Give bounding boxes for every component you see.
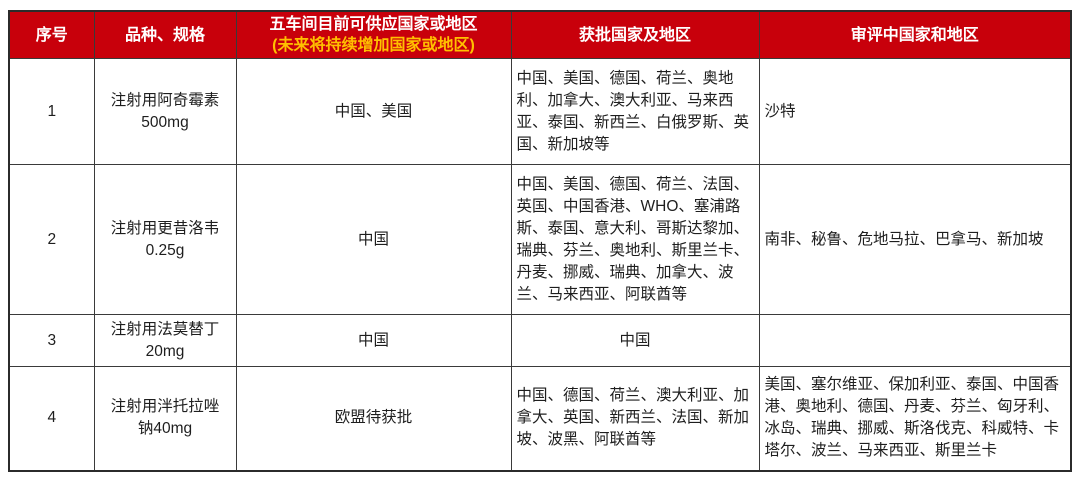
drug-approval-table: 序号 品种、规格 五车间目前可供应国家或地区 (未来将持续增加国家或地区) 获批… — [8, 10, 1072, 472]
product-name: 注射用阿奇霉素 — [110, 91, 220, 109]
table-row: 2 注射用更昔洛韦 0.25g 中国 中国、美国、德国、荷兰、法国、英国、中国香… — [8, 164, 1072, 315]
table-row: 1 注射用阿奇霉素 500mg 中国、美国 中国、美国、德国、荷兰、奥地利、加拿… — [8, 58, 1072, 165]
cell-approved: 中国、德国、荷兰、澳大利亚、加拿大、英国、新西兰、法国、新加坡、波黑、阿联酋等 — [510, 366, 760, 471]
cell-review: 南非、秘鲁、危地马拉、巴拿马、新加坡 — [758, 164, 1072, 315]
cell-approved: 中国 — [510, 314, 760, 367]
header-product-label: 品种、规格 — [124, 26, 205, 44]
header-cell-supply: 五车间目前可供应国家或地区 (未来将持续增加国家或地区) — [235, 10, 512, 59]
product-name: 注射用更昔洛韦 — [110, 219, 220, 237]
cell-product: 注射用阿奇霉素 500mg — [93, 58, 237, 165]
header-cell-approved: 获批国家及地区 — [510, 10, 760, 59]
header-supply-line2: (未来将持续增加国家或地区) — [272, 37, 475, 54]
header-seq-label: 序号 — [35, 26, 68, 44]
cell-seq: 3 — [8, 314, 95, 367]
product-name: 注射用法莫替丁 — [110, 320, 220, 338]
cell-supply: 中国 — [235, 314, 512, 367]
cell-seq: 2 — [8, 164, 95, 315]
header-cell-seq: 序号 — [8, 10, 95, 59]
header-approved-label: 获批国家及地区 — [578, 26, 691, 44]
cell-seq: 4 — [8, 366, 95, 471]
product-name: 注射用泮托拉唑 — [110, 398, 220, 416]
cell-approved: 中国、美国、德国、荷兰、法国、英国、中国香港、WHO、塞浦路斯、泰国、意大利、哥… — [510, 164, 760, 315]
product-spec: 500mg — [141, 113, 189, 131]
cell-supply: 中国 — [235, 164, 512, 315]
cell-product: 注射用泮托拉唑 钠40mg — [93, 366, 237, 471]
header-row: 序号 品种、规格 五车间目前可供应国家或地区 (未来将持续增加国家或地区) 获批… — [8, 10, 1072, 59]
cell-product: 注射用法莫替丁 20mg — [93, 314, 237, 367]
drug-approval-table-wrap: 序号 品种、规格 五车间目前可供应国家或地区 (未来将持续增加国家或地区) 获批… — [8, 10, 1072, 472]
product-spec: 0.25g — [145, 241, 185, 259]
header-cell-review: 审评中国家和地区 — [758, 10, 1072, 59]
header-cell-product: 品种、规格 — [93, 10, 237, 59]
product-spec: 20mg — [145, 342, 185, 360]
header-review-label: 审评中国家和地区 — [850, 26, 979, 44]
header-supply-line1: 五车间目前可供应国家或地区 — [269, 16, 478, 33]
cell-product: 注射用更昔洛韦 0.25g — [93, 164, 237, 315]
cell-supply: 欧盟待获批 — [235, 366, 512, 471]
table-row: 4 注射用泮托拉唑 钠40mg 欧盟待获批 中国、德国、荷兰、澳大利亚、加拿大、… — [8, 366, 1072, 471]
cell-review: 沙特 — [758, 58, 1072, 165]
product-spec: 钠40mg — [137, 420, 193, 438]
cell-review: 美国、塞尔维亚、保加利亚、泰国、中国香港、奥地利、德国、丹麦、芬兰、匈牙利、冰岛… — [758, 366, 1072, 471]
cell-seq: 1 — [8, 58, 95, 165]
cell-approved: 中国、美国、德国、荷兰、奥地利、加拿大、澳大利亚、马来西亚、泰国、新西兰、白俄罗… — [510, 58, 760, 165]
table-row: 3 注射用法莫替丁 20mg 中国 中国 — [8, 314, 1072, 367]
cell-supply: 中国、美国 — [235, 58, 512, 165]
cell-review — [758, 314, 1072, 367]
